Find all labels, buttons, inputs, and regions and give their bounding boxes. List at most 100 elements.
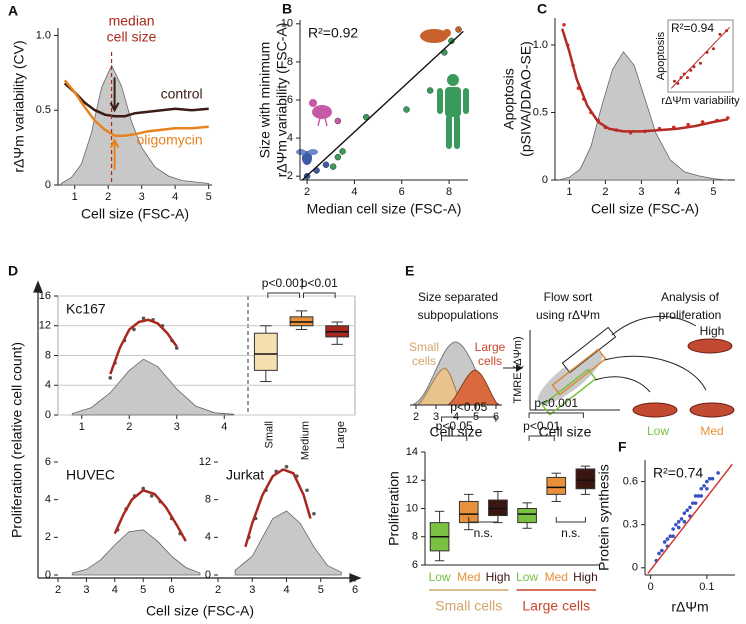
- inset-point: [673, 79, 676, 83]
- category-label: High: [486, 570, 511, 584]
- y-tick-label: 0: [205, 569, 211, 581]
- x-axis-label: Cell size (FSC-A): [146, 603, 254, 619]
- series-line: [109, 318, 178, 375]
- y-tick-label: 8: [287, 56, 293, 68]
- x-tick-label: 5: [318, 584, 324, 596]
- data-point: [339, 148, 346, 155]
- series-line: [561, 28, 729, 133]
- y-tick-label: 2: [287, 170, 293, 182]
- data-point: [682, 520, 687, 524]
- x-tick-label: 4: [172, 191, 178, 203]
- fit-line: [647, 463, 733, 575]
- x-tick-label: 2: [105, 191, 111, 203]
- inset-point: [712, 47, 715, 51]
- fly-icon: [296, 149, 318, 165]
- x-tick-label: 3: [433, 411, 439, 423]
- data-point: [707, 476, 712, 481]
- series-label: control: [161, 85, 203, 101]
- x-tick-label: 4: [221, 421, 227, 433]
- data-point: [686, 122, 690, 127]
- p-value: p<0.001: [534, 396, 578, 410]
- x-tick-label: 4: [351, 186, 357, 198]
- x-tick-label: 2: [602, 186, 608, 198]
- x-tick-label: 3: [174, 421, 180, 433]
- series-line: [63, 82, 209, 118]
- y-tick-label: 1.0: [533, 39, 548, 51]
- data-point: [702, 484, 706, 488]
- data-point: [710, 476, 715, 481]
- data-point: [705, 479, 709, 484]
- group-label: Large cells: [522, 598, 590, 614]
- y-tick-label: 12: [39, 320, 51, 332]
- data-point: [705, 486, 709, 491]
- y-axis-label: Protein synthesis: [596, 464, 612, 571]
- y-tick-label: 0: [542, 174, 548, 186]
- y-tick-label: 1.0: [36, 29, 51, 41]
- p-value: p<0.01: [523, 419, 560, 433]
- y-axis-label: Proliferation: [386, 471, 402, 546]
- x-tick-label: 2: [55, 584, 61, 596]
- box: [458, 500, 479, 524]
- rodent-icon: [420, 29, 451, 43]
- x-tick-label: 4: [283, 584, 289, 596]
- y-tick-label: 4: [45, 379, 51, 391]
- data-point: [665, 537, 670, 541]
- y-tick-label: 6: [287, 94, 293, 106]
- x-axis-label: Median cell size (FSC-A): [307, 201, 462, 217]
- data-point: [671, 527, 675, 531]
- p-value: p<0.001: [262, 276, 306, 290]
- high-label: High: [700, 324, 725, 338]
- p-value: p<0.05: [436, 419, 473, 433]
- x-tick-label: 2: [304, 186, 310, 198]
- y-tick-label: 0.6: [623, 475, 638, 487]
- data-point: [141, 486, 145, 491]
- x-tick-label: 3: [638, 186, 644, 198]
- y-tick-label: 6: [45, 456, 51, 468]
- y-tick-label: 12: [406, 474, 418, 486]
- bracket: [441, 435, 468, 441]
- x-axis-label: rΔΨm: [671, 599, 708, 615]
- data-point: [305, 488, 309, 493]
- y-tick-label: 10: [406, 502, 418, 514]
- category-label: Small: [264, 421, 276, 449]
- panel-letter: B: [282, 1, 292, 17]
- data-point: [671, 534, 675, 538]
- data-point: [682, 511, 687, 515]
- x-tick-label: 8: [446, 186, 452, 198]
- y-tick-label: 0.5: [36, 104, 51, 116]
- bracket: [555, 517, 586, 523]
- step-title: proliferation: [659, 308, 722, 322]
- y-axis-label: rΔΨm variability (FSC-A): [274, 23, 290, 178]
- y-tick-label: 2: [45, 531, 51, 543]
- y-tick-label: 6: [412, 559, 418, 571]
- inset-x-label: rΔΨm variability: [661, 95, 740, 107]
- data-point: [676, 520, 681, 524]
- data-point: [668, 534, 673, 538]
- y-axis-label: Apoptosis: [501, 68, 517, 129]
- human-icon: [437, 74, 469, 149]
- step-title: subpopulations: [418, 308, 499, 322]
- data-point: [284, 464, 289, 469]
- box: [546, 476, 567, 495]
- bracket: [468, 517, 499, 523]
- category-label: High: [573, 570, 598, 584]
- step-title: Flow sort: [544, 290, 593, 304]
- bracket: [528, 435, 555, 441]
- y-tick-label: 16: [39, 290, 51, 302]
- data-point: [700, 120, 705, 124]
- y-tick-label: 14: [406, 446, 418, 458]
- box: [575, 468, 596, 490]
- x-tick-label: 0: [648, 581, 654, 593]
- x-tick-label: 3: [139, 191, 145, 203]
- data-point: [716, 471, 720, 475]
- data-point: [676, 525, 681, 530]
- panel-letter: F: [618, 439, 627, 455]
- x-tick-label: 1: [566, 186, 572, 198]
- y-axis-label: Proliferation (relative cell count): [9, 342, 25, 538]
- data-point: [334, 153, 342, 161]
- data-point: [426, 87, 434, 94]
- x-tick-label: 2: [413, 411, 419, 423]
- p-value: p<0.05: [450, 400, 487, 414]
- panel-letter: A: [8, 3, 18, 19]
